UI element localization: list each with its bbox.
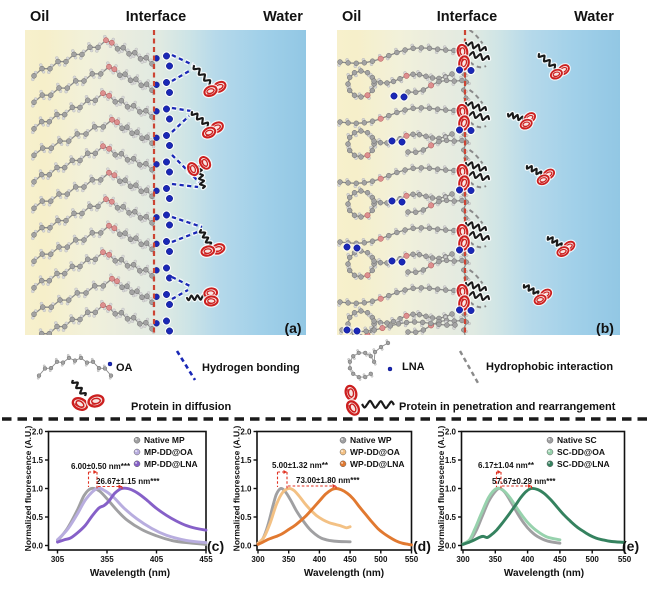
svg-text:6.00±0.50 nm***: 6.00±0.50 nm***: [71, 462, 131, 471]
svg-text:Normalized fluorescence (A.U.): Normalized fluorescence (A.U.): [232, 426, 242, 552]
svg-text:Native WP: Native WP: [350, 435, 392, 445]
svg-text:500: 500: [586, 555, 600, 564]
svg-text:Wavelength (nm): Wavelength (nm): [504, 568, 584, 579]
svg-text:6.17±1.04 nm**: 6.17±1.04 nm**: [478, 461, 535, 470]
svg-text:1.0: 1.0: [32, 484, 44, 493]
svg-text:350: 350: [489, 555, 503, 564]
svg-text:Native MP: Native MP: [144, 435, 185, 445]
svg-text:400: 400: [521, 555, 535, 564]
svg-text:300: 300: [251, 555, 265, 564]
svg-text:5.00±1.32 nm**: 5.00±1.32 nm**: [272, 461, 329, 470]
svg-text:Hydrophobic interaction: Hydrophobic interaction: [486, 361, 613, 373]
svg-text:WP-DD@LNA: WP-DD@LNA: [350, 459, 405, 469]
svg-text:1.0: 1.0: [445, 484, 457, 493]
svg-text:Normalized fluorescence (A.U.): Normalized fluorescence (A.U.): [23, 426, 33, 552]
svg-text:(b): (b): [596, 320, 614, 336]
svg-text:0.5: 0.5: [445, 513, 457, 522]
svg-text:Interface: Interface: [437, 9, 497, 25]
svg-text:Interface: Interface: [126, 9, 186, 25]
svg-text:(e): (e): [622, 538, 639, 554]
svg-text:355: 355: [100, 555, 114, 564]
svg-text:405: 405: [150, 555, 164, 564]
svg-text:350: 350: [282, 555, 296, 564]
svg-text:Water: Water: [263, 9, 303, 25]
svg-text:0.0: 0.0: [240, 541, 252, 550]
svg-text:1.5: 1.5: [240, 456, 252, 465]
svg-text:Protein in penetration and rea: Protein in penetration and rearrangement: [399, 401, 616, 413]
svg-text:0.5: 0.5: [32, 513, 44, 522]
svg-text:450: 450: [343, 555, 357, 564]
svg-text:26.67±1.15 nm***: 26.67±1.15 nm***: [96, 477, 160, 486]
svg-text:Oil: Oil: [30, 9, 49, 25]
svg-text:MP-DD@OA: MP-DD@OA: [144, 447, 193, 457]
svg-text:MP-DD@LNA: MP-DD@LNA: [144, 459, 198, 469]
svg-text:Water: Water: [574, 9, 614, 25]
svg-text:1.0: 1.0: [240, 484, 252, 493]
svg-text:2.0: 2.0: [32, 427, 44, 436]
svg-text:WP-DD@OA: WP-DD@OA: [350, 447, 400, 457]
svg-text:SC-DD@OA: SC-DD@OA: [557, 447, 605, 457]
svg-text:SC-DD@LNA: SC-DD@LNA: [557, 459, 610, 469]
svg-text:73.00±1.80 nm***: 73.00±1.80 nm***: [296, 476, 360, 485]
svg-text:550: 550: [618, 555, 632, 564]
svg-text:0.0: 0.0: [445, 541, 457, 550]
svg-text:OA: OA: [116, 362, 133, 374]
svg-text:0.5: 0.5: [240, 513, 252, 522]
svg-text:Native SC: Native SC: [557, 435, 597, 445]
svg-text:300: 300: [456, 555, 470, 564]
svg-text:(c): (c): [207, 538, 224, 554]
svg-text:400: 400: [313, 555, 327, 564]
svg-text:450: 450: [553, 555, 567, 564]
svg-text:2.0: 2.0: [240, 427, 252, 436]
svg-text:305: 305: [51, 555, 65, 564]
svg-text:500: 500: [374, 555, 388, 564]
svg-text:(a): (a): [284, 320, 301, 336]
svg-text:Oil: Oil: [342, 9, 361, 25]
svg-text:1.5: 1.5: [32, 456, 44, 465]
svg-text:2.0: 2.0: [445, 427, 457, 436]
svg-text:57.67±0.29 nm***: 57.67±0.29 nm***: [492, 477, 556, 486]
svg-text:Wavelength (nm): Wavelength (nm): [90, 568, 170, 579]
svg-text:Hydrogen bonding: Hydrogen bonding: [202, 362, 300, 374]
svg-text:550: 550: [405, 555, 419, 564]
svg-text:0.0: 0.0: [32, 541, 44, 550]
svg-text:Normalized fluorescence (A.U.): Normalized fluorescence (A.U.): [436, 426, 446, 552]
svg-text:455: 455: [199, 555, 213, 564]
svg-text:Wavelength (nm): Wavelength (nm): [304, 568, 384, 579]
svg-text:Protein in diffusion: Protein in diffusion: [131, 401, 231, 413]
svg-text:(d): (d): [413, 538, 431, 554]
svg-text:LNA: LNA: [402, 361, 425, 373]
svg-text:1.5: 1.5: [445, 456, 457, 465]
